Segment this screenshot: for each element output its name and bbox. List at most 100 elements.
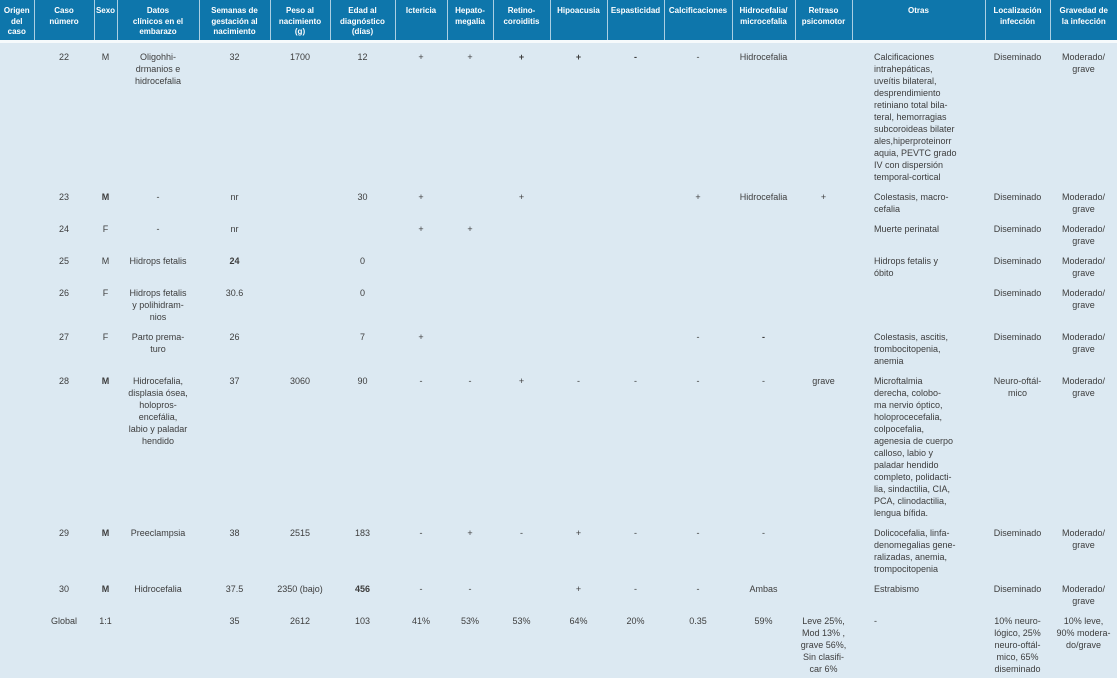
column-header-ictericia: Ictericia bbox=[394, 0, 447, 43]
table-row-24: 24 F - nr + + Muerte perinatal Diseminado Modera… bbox=[0, 215, 1117, 247]
header-row: Origen del caso Caso número Sexo Datos clín… bbox=[0, 0, 1117, 43]
column-header-gravedad: Gravedad de la infección bbox=[1049, 0, 1117, 43]
table-row-29: 29 M Preeclampsia 38 2515 183- + - + - - - Dolicocef… bbox=[0, 519, 1117, 575]
cell-espasticidad bbox=[607, 323, 664, 367]
cell-ictericia: + bbox=[395, 323, 447, 367]
cell-peso: 3060 bbox=[270, 367, 330, 519]
cell-caso: 27 bbox=[34, 323, 94, 367]
cell-edad: 90 bbox=[330, 367, 395, 519]
cell-caso: Global bbox=[34, 607, 94, 675]
cell-semanas: 26 bbox=[199, 323, 270, 367]
column-header-espasticidad: Espasticidad bbox=[606, 0, 664, 43]
cell-localizacion: Diseminado bbox=[985, 575, 1050, 607]
cell-espasticidad bbox=[607, 247, 664, 279]
cell-retino: 53% bbox=[493, 607, 550, 675]
cell-hidrocefalia bbox=[732, 279, 795, 323]
cell-hidrocefalia: 59% bbox=[732, 607, 795, 675]
cell-hepato bbox=[447, 183, 493, 215]
table-row-Global: Global 1:1 35 2612 103 41% 53% 53% 64% 20% 0.35 59%… bbox=[0, 607, 1117, 675]
cell-calcificaciones: - bbox=[664, 575, 732, 607]
cell-datos: Hidrocefalia bbox=[117, 575, 199, 607]
cell-espasticidad: - bbox=[607, 41, 664, 183]
cell-retino: + bbox=[493, 183, 550, 215]
cell-semanas: 35 bbox=[199, 607, 270, 675]
cell-edad: 103 bbox=[330, 607, 395, 675]
cell-localizacion: Diseminado bbox=[985, 323, 1050, 367]
cell-localizacion: Diseminado bbox=[985, 215, 1050, 247]
cell-sexo: M bbox=[94, 575, 117, 607]
cell-retraso bbox=[795, 215, 852, 247]
cell-ictericia: - bbox=[395, 367, 447, 519]
cell-peso bbox=[270, 183, 330, 215]
cell-ictericia: - bbox=[395, 519, 447, 575]
cell-hidrocefalia: - bbox=[732, 367, 795, 519]
cell-espasticidad bbox=[607, 279, 664, 323]
cell-edad: 0 bbox=[330, 247, 395, 279]
cell-hipoacusia bbox=[550, 323, 607, 367]
cell-otras: - bbox=[852, 607, 985, 675]
cell-ictericia: + bbox=[395, 215, 447, 247]
cell-otras: Muerte perinatal bbox=[852, 215, 985, 247]
cell-sexo: 1:1 bbox=[94, 607, 117, 675]
cell-semanas: 37 bbox=[199, 367, 270, 519]
cell-gravedad: Moderado/ grave bbox=[1050, 323, 1117, 367]
cell-espasticidad: - bbox=[607, 367, 664, 519]
cell-retraso bbox=[795, 323, 852, 367]
cell-localizacion: Neuro-oftál- mico bbox=[985, 367, 1050, 519]
cell-sexo: M bbox=[94, 41, 117, 183]
cell-ictericia: + bbox=[395, 183, 447, 215]
cell-localizacion: Diseminado bbox=[985, 279, 1050, 323]
cell-origen bbox=[0, 575, 34, 607]
cell-hipoacusia: + bbox=[550, 519, 607, 575]
cell-peso: 2350 (bajo) bbox=[270, 575, 330, 607]
cell-edad: 456 bbox=[330, 575, 395, 607]
cell-hidrocefalia bbox=[732, 215, 795, 247]
column-header-calcificaciones: Calcificaciones bbox=[663, 0, 732, 43]
cell-retino bbox=[493, 215, 550, 247]
cell-localizacion: Diseminado bbox=[985, 41, 1050, 183]
cell-datos: Hidrops fetalis bbox=[117, 247, 199, 279]
cell-localizacion: Diseminado bbox=[985, 519, 1050, 575]
cell-ictericia bbox=[395, 247, 447, 279]
cell-datos: - bbox=[117, 215, 199, 247]
cell-origen bbox=[0, 41, 34, 183]
cell-ictericia bbox=[395, 279, 447, 323]
cell-datos: Hidrops fetalis y polihidram- nios bbox=[117, 279, 199, 323]
cell-datos: Preeclampsia bbox=[117, 519, 199, 575]
cell-peso: 2612 bbox=[270, 607, 330, 675]
column-header-edad: Edad al diagnóstico (días) bbox=[329, 0, 395, 43]
cell-hidrocefalia bbox=[732, 247, 795, 279]
cell-semanas: 37.5 bbox=[199, 575, 270, 607]
cell-sexo: M bbox=[94, 247, 117, 279]
cell-calcificaciones: - bbox=[664, 41, 732, 183]
cell-retino bbox=[493, 247, 550, 279]
column-header-peso: Peso al nacimiento (g) bbox=[269, 0, 330, 43]
cell-origen bbox=[0, 183, 34, 215]
cell-retino: + bbox=[493, 41, 550, 183]
cell-hepato: - bbox=[447, 367, 493, 519]
cell-semanas: 30.6 bbox=[199, 279, 270, 323]
cell-edad bbox=[330, 215, 395, 247]
cell-edad: 30 bbox=[330, 183, 395, 215]
column-header-retraso: Retraso psicomotor bbox=[794, 0, 852, 43]
cell-hidrocefalia: Hidrocefalia bbox=[732, 41, 795, 183]
column-header-localizacion: Localización infección bbox=[984, 0, 1050, 43]
cell-datos: Hidrocefalia, displasia ósea, holopros- … bbox=[117, 367, 199, 519]
table-header: Origen del caso Caso número Sexo Datos clín… bbox=[0, 0, 1117, 43]
cell-gravedad: Moderado/ grave bbox=[1050, 367, 1117, 519]
cell-origen bbox=[0, 607, 34, 675]
cell-semanas: 38 bbox=[199, 519, 270, 575]
cell-datos: Parto prema- turo bbox=[117, 323, 199, 367]
cell-peso: 1700 bbox=[270, 41, 330, 183]
cell-gravedad: Moderado/ grave bbox=[1050, 575, 1117, 607]
cell-ictericia: - bbox=[395, 575, 447, 607]
cell-sexo: M bbox=[94, 519, 117, 575]
cell-hepato: + bbox=[447, 41, 493, 183]
cell-hepato bbox=[447, 323, 493, 367]
column-header-sexo: Sexo bbox=[93, 0, 117, 43]
cell-retino: + bbox=[493, 367, 550, 519]
table-row-22: 22 M Oligohhi- drmanios e hidrocefalia 32 17… bbox=[0, 41, 1117, 183]
cell-peso: 2515 bbox=[270, 519, 330, 575]
cell-hipoacusia: + bbox=[550, 575, 607, 607]
